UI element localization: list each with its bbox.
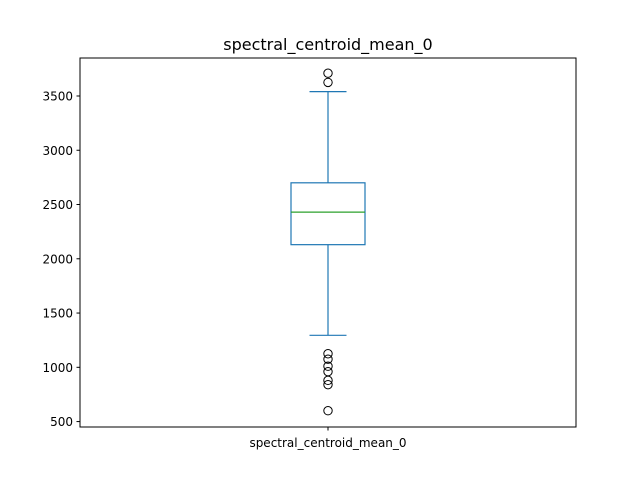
x-tick-label: spectral_centroid_mean_0	[249, 436, 406, 450]
outlier-point	[323, 77, 333, 88]
y-tick-label: 2000	[42, 252, 73, 266]
y-tick-label: 1000	[42, 361, 73, 375]
x-axis: spectral_centroid_mean_0	[249, 427, 407, 450]
y-tick-label: 3500	[42, 89, 73, 103]
y-axis: 500 1000 1500 2000 2500 3000 3500	[42, 89, 80, 429]
outlier-point	[323, 375, 333, 386]
chart-title: spectral_centroid_mean_0	[223, 35, 432, 55]
outlier-point	[323, 354, 333, 364]
outlier-point	[323, 366, 333, 377]
outlier-point	[323, 379, 333, 390]
y-tick-label: 500	[50, 415, 73, 429]
y-tick-label: 3000	[42, 144, 73, 158]
y-tick-label: 2500	[42, 198, 73, 212]
outlier-point	[323, 68, 333, 78]
outlier-point	[323, 349, 333, 359]
y-tick-label: 1500	[42, 307, 73, 321]
outlier-point	[323, 406, 333, 416]
interquartile-box	[290, 182, 366, 246]
box-plot-marks	[290, 68, 366, 416]
outlier-point	[323, 361, 333, 371]
